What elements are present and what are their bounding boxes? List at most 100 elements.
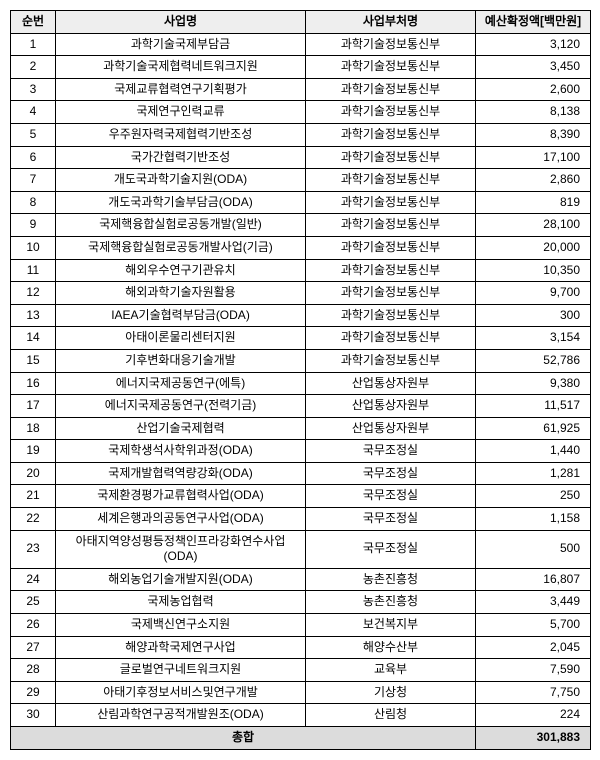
cell-name: 개도국과학기술지원(ODA) bbox=[56, 169, 306, 192]
cell-dept: 과학기술정보통신부 bbox=[306, 56, 476, 79]
cell-amt: 11,517 bbox=[476, 395, 591, 418]
cell-amt: 10,350 bbox=[476, 259, 591, 282]
cell-idx: 26 bbox=[11, 614, 56, 637]
cell-name: 국제연구인력교류 bbox=[56, 101, 306, 124]
cell-idx: 17 bbox=[11, 395, 56, 418]
table-row: 22세계은행과의공동연구사업(ODA)국무조정실1,158 bbox=[11, 508, 591, 531]
cell-dept: 국무조정실 bbox=[306, 508, 476, 531]
cell-name: 산림과학연구공적개발원조(ODA) bbox=[56, 704, 306, 727]
table-row: 28글로벌연구네트워크지원교육부7,590 bbox=[11, 659, 591, 682]
table-row: 19국제학생석사학위과정(ODA)국무조정실1,440 bbox=[11, 440, 591, 463]
cell-idx: 12 bbox=[11, 282, 56, 305]
cell-name: 과학기술국제협력네트워크지원 bbox=[56, 56, 306, 79]
cell-idx: 22 bbox=[11, 508, 56, 531]
cell-idx: 7 bbox=[11, 169, 56, 192]
cell-amt: 500 bbox=[476, 530, 591, 568]
cell-name: 글로벌연구네트워크지원 bbox=[56, 659, 306, 682]
cell-dept: 농촌진흥청 bbox=[306, 591, 476, 614]
cell-name: 국제농업협력 bbox=[56, 591, 306, 614]
cell-dept: 과학기술정보통신부 bbox=[306, 33, 476, 56]
cell-idx: 3 bbox=[11, 78, 56, 101]
cell-idx: 19 bbox=[11, 440, 56, 463]
cell-idx: 9 bbox=[11, 214, 56, 237]
cell-dept: 과학기술정보통신부 bbox=[306, 259, 476, 282]
cell-amt: 3,120 bbox=[476, 33, 591, 56]
cell-dept: 교육부 bbox=[306, 659, 476, 682]
table-row: 15기후변화대응기술개발과학기술정보통신부52,786 bbox=[11, 349, 591, 372]
table-row: 10국제핵융합실험로공동개발사업(기금)과학기술정보통신부20,000 bbox=[11, 236, 591, 259]
table-row: 6국가간협력기반조성과학기술정보통신부17,100 bbox=[11, 146, 591, 169]
cell-idx: 8 bbox=[11, 191, 56, 214]
cell-amt: 3,450 bbox=[476, 56, 591, 79]
table-total-row: 총합 301,883 bbox=[11, 727, 591, 750]
cell-idx: 25 bbox=[11, 591, 56, 614]
cell-idx: 6 bbox=[11, 146, 56, 169]
cell-amt: 8,138 bbox=[476, 101, 591, 124]
cell-name: 국제백신연구소지원 bbox=[56, 614, 306, 637]
cell-name: 기후변화대응기술개발 bbox=[56, 349, 306, 372]
cell-amt: 819 bbox=[476, 191, 591, 214]
cell-name: 에너지국제공동연구(전력기금) bbox=[56, 395, 306, 418]
table-row: 7개도국과학기술지원(ODA)과학기술정보통신부2,860 bbox=[11, 169, 591, 192]
cell-idx: 13 bbox=[11, 304, 56, 327]
cell-name: 과학기술국제부담금 bbox=[56, 33, 306, 56]
cell-amt: 5,700 bbox=[476, 614, 591, 637]
cell-name: 국가간협력기반조성 bbox=[56, 146, 306, 169]
cell-amt: 20,000 bbox=[476, 236, 591, 259]
cell-name: 아태기후정보서비스및연구개발 bbox=[56, 681, 306, 704]
cell-idx: 16 bbox=[11, 372, 56, 395]
cell-idx: 10 bbox=[11, 236, 56, 259]
cell-name: 국제핵융합실험로공동개발사업(기금) bbox=[56, 236, 306, 259]
cell-dept: 과학기술정보통신부 bbox=[306, 327, 476, 350]
table-row: 26국제백신연구소지원보건복지부5,700 bbox=[11, 614, 591, 637]
cell-amt: 300 bbox=[476, 304, 591, 327]
cell-amt: 1,440 bbox=[476, 440, 591, 463]
table-row: 20국제개발협력역량강화(ODA)국무조정실1,281 bbox=[11, 462, 591, 485]
cell-amt: 250 bbox=[476, 485, 591, 508]
table-row: 29아태기후정보서비스및연구개발기상청7,750 bbox=[11, 681, 591, 704]
cell-idx: 23 bbox=[11, 530, 56, 568]
table-row: 3국제교류협력연구기획평가과학기술정보통신부2,600 bbox=[11, 78, 591, 101]
cell-dept: 과학기술정보통신부 bbox=[306, 349, 476, 372]
cell-dept: 과학기술정보통신부 bbox=[306, 169, 476, 192]
cell-dept: 국무조정실 bbox=[306, 530, 476, 568]
cell-idx: 21 bbox=[11, 485, 56, 508]
table-header: 순번 사업명 사업부처명 예산확정액[백만원] bbox=[11, 11, 591, 34]
cell-amt: 2,600 bbox=[476, 78, 591, 101]
cell-amt: 7,750 bbox=[476, 681, 591, 704]
cell-dept: 과학기술정보통신부 bbox=[306, 191, 476, 214]
cell-name: 해양과학국제연구사업 bbox=[56, 636, 306, 659]
cell-amt: 52,786 bbox=[476, 349, 591, 372]
table-row: 30산림과학연구공적개발원조(ODA)산림청224 bbox=[11, 704, 591, 727]
cell-idx: 20 bbox=[11, 462, 56, 485]
cell-dept: 보건복지부 bbox=[306, 614, 476, 637]
cell-name: 국제핵융합실험로공동개발(일반) bbox=[56, 214, 306, 237]
cell-name: 해외우수연구기관유치 bbox=[56, 259, 306, 282]
cell-name: 우주원자력국제협력기반조성 bbox=[56, 123, 306, 146]
table-row: 2과학기술국제협력네트워크지원과학기술정보통신부3,450 bbox=[11, 56, 591, 79]
cell-dept: 과학기술정보통신부 bbox=[306, 304, 476, 327]
table-row: 25국제농업협력농촌진흥청3,449 bbox=[11, 591, 591, 614]
cell-idx: 5 bbox=[11, 123, 56, 146]
cell-name: IAEA기술협력부담금(ODA) bbox=[56, 304, 306, 327]
cell-amt: 9,700 bbox=[476, 282, 591, 305]
cell-idx: 15 bbox=[11, 349, 56, 372]
cell-dept: 국무조정실 bbox=[306, 440, 476, 463]
cell-idx: 2 bbox=[11, 56, 56, 79]
cell-name: 아태지역양성평등정책인프라강화연수사업(ODA) bbox=[56, 530, 306, 568]
cell-name: 해외농업기술개발지원(ODA) bbox=[56, 568, 306, 591]
table-row: 1과학기술국제부담금과학기술정보통신부3,120 bbox=[11, 33, 591, 56]
cell-dept: 과학기술정보통신부 bbox=[306, 78, 476, 101]
cell-dept: 농촌진흥청 bbox=[306, 568, 476, 591]
cell-name: 국제교류협력연구기획평가 bbox=[56, 78, 306, 101]
cell-amt: 2,860 bbox=[476, 169, 591, 192]
table-row: 5우주원자력국제협력기반조성과학기술정보통신부8,390 bbox=[11, 123, 591, 146]
table-row: 23아태지역양성평등정책인프라강화연수사업(ODA)국무조정실500 bbox=[11, 530, 591, 568]
cell-name: 세계은행과의공동연구사업(ODA) bbox=[56, 508, 306, 531]
cell-name: 에너지국제공동연구(에특) bbox=[56, 372, 306, 395]
cell-dept: 과학기술정보통신부 bbox=[306, 236, 476, 259]
cell-dept: 산업통상자원부 bbox=[306, 395, 476, 418]
col-header-name: 사업명 bbox=[56, 11, 306, 34]
cell-amt: 17,100 bbox=[476, 146, 591, 169]
cell-idx: 24 bbox=[11, 568, 56, 591]
